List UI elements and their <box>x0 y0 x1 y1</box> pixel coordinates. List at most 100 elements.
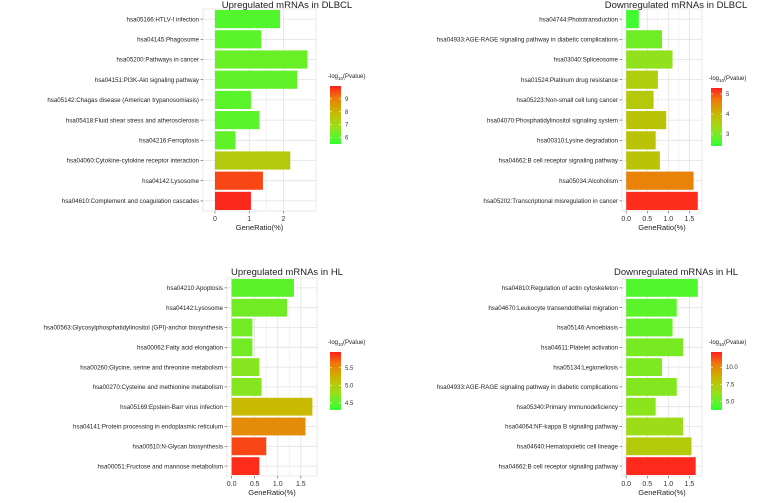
legend-title: -log10(Pvalue) <box>328 74 365 81</box>
category-label: hsa01524:Platinum drug resistance <box>521 77 619 84</box>
legend-tick-label: 9 <box>345 97 349 103</box>
bar <box>231 358 260 377</box>
color-legend: -log10(Pvalue) 4.5 5.0 5.5 <box>328 340 365 410</box>
category-label: hsa05146:Amoebiasis <box>557 325 618 332</box>
category-label: hsa04060:Cytokine-cytokine receptor inte… <box>67 158 200 165</box>
bar <box>214 10 281 29</box>
x-tick-label: 2 <box>282 216 286 223</box>
legend-title: -log10(Pvalue) <box>328 340 365 347</box>
category-label: hsa05340:Primary immunodeficiency <box>517 404 619 411</box>
legend-tick-label: 5.5 <box>345 366 354 372</box>
bar <box>231 437 267 456</box>
bar <box>214 90 251 109</box>
legend-tick-label: 4.5 <box>345 401 354 407</box>
legend-tick-label: 5.0 <box>345 383 354 389</box>
category-label: hsa04142:Lysosome <box>142 178 199 185</box>
bar <box>231 457 260 476</box>
category-label: hsa04670:Leukocyte transendothelial migr… <box>488 305 618 312</box>
category-label: hsa00051:Fructose and mannose metabolism <box>97 463 223 470</box>
bar <box>626 90 654 109</box>
x-tick-label: 1.0 <box>273 481 283 488</box>
category-label: hsa04933:AGE-RAGE signaling pathway in d… <box>437 37 618 44</box>
category-label: hsa05202:Transcriptional misregulation i… <box>483 198 618 205</box>
category-label: hsa00510:N-Glycan biosynthesis <box>133 444 223 451</box>
bar <box>214 171 263 190</box>
bar <box>231 417 306 436</box>
chart-title: Downregulated mRNAs in HL <box>614 267 738 278</box>
category-label: hsa04142:Lysosome <box>166 305 223 312</box>
category-label: hsa00260:Glycine, serine and threonine m… <box>80 364 223 371</box>
bar <box>214 151 291 170</box>
bar <box>214 191 251 210</box>
chart-panel-2: hsa04744:Phototransduction hsa04933:AGE-R… <box>437 0 748 232</box>
bar <box>626 151 660 170</box>
legend-tick-label: 5 <box>726 92 730 98</box>
bar <box>231 338 253 357</box>
category-label: hsa00062:Fatty acid elongation <box>137 345 224 352</box>
x-tick-label: 1 <box>247 216 251 223</box>
bar <box>626 191 698 210</box>
color-legend: -log10(Pvalue) 6 7 8 9 <box>328 74 365 144</box>
bar <box>626 358 662 377</box>
chart-title: Upregulated mRNAs in DLBCL <box>222 0 352 11</box>
category-label: hsa04145:Phagosome <box>137 37 199 44</box>
x-tick-label: 0.0 <box>621 216 631 223</box>
legend-title: -log10(Pvalue) <box>709 340 746 347</box>
category-label: hsa00270:Cysteine and methionine metabol… <box>93 384 223 391</box>
bar <box>214 50 308 69</box>
legend-tick-label: 4 <box>726 112 730 118</box>
chart-panel-1: hsa05166:HTLV-I infection hsa04145:Phagos… <box>47 0 365 232</box>
bar <box>626 457 696 476</box>
color-legend: -log10(Pvalue) 5.0 7.5 10.0 <box>709 340 746 410</box>
legend-tick-label: 8 <box>345 110 349 116</box>
category-label: hsa04210:Apoptosis <box>167 285 223 292</box>
bar <box>626 278 698 297</box>
chart-panel-3: hsa04210:Apoptosis hsa04142:Lysosome hsa00… <box>43 267 365 497</box>
chart-title: Downregulated mRNAs in DLBCL <box>605 0 748 11</box>
category-label: hsa04216:Ferroptosis <box>139 138 199 145</box>
bar <box>214 111 260 130</box>
x-tick-label: 1.0 <box>663 481 673 488</box>
category-label: hsa04151:PI3K-Akt signaling pathway <box>95 77 200 84</box>
legend-colorbar <box>711 352 722 410</box>
category-label: hsa05169:Epstein-Barr virus infection <box>120 404 223 411</box>
bar <box>626 50 673 69</box>
category-label: hsa04744:Phototransduction <box>539 16 618 23</box>
bar <box>626 10 639 29</box>
legend-tick-label: 3 <box>726 132 730 138</box>
legend-tick-label: 5.0 <box>726 400 735 406</box>
category-label: hsa05200:Pathways in cancer <box>116 57 199 64</box>
legend-title: -log10(Pvalue) <box>709 76 746 83</box>
legend-colorbar <box>330 352 341 410</box>
bar <box>231 377 262 396</box>
category-label: hsa05166:HTLV-I infection <box>127 16 200 23</box>
bar <box>626 318 673 337</box>
category-label: hsa05223:Non-small cell lung cancer <box>517 97 618 104</box>
x-tick-label: 0 <box>213 216 217 223</box>
bar <box>626 131 656 150</box>
bar <box>626 298 677 317</box>
bar <box>214 131 236 150</box>
x-axis-label: GeneRatio(%) <box>638 488 686 497</box>
category-label: hsa00563:Glycosylphosphatidylinositol (G… <box>43 325 223 332</box>
x-tick-label: 1.5 <box>296 481 306 488</box>
category-label: hsa04640:Hematopoietic cell lineage <box>517 444 619 451</box>
bar <box>626 70 658 89</box>
bar <box>626 397 656 416</box>
category-label: hsa04810:Regulation of actin cytoskeleto… <box>502 285 619 292</box>
category-label: hsa04662:B cell receptor signaling pathw… <box>499 463 619 470</box>
legend-tick-label: 7 <box>345 123 349 129</box>
x-tick-label: 1.5 <box>685 481 695 488</box>
x-axis-label: GeneRatio(%) <box>248 488 296 497</box>
chart-panel-4: hsa04810:Regulation of actin cytoskeleto… <box>437 267 747 497</box>
bar <box>626 30 662 49</box>
bar <box>231 278 294 297</box>
x-tick-label: 0.5 <box>250 481 260 488</box>
x-tick-label: 0.0 <box>621 481 631 488</box>
category-label: hsa04662:B cell receptor signaling pathw… <box>499 158 619 165</box>
x-tick-label: 0.0 <box>227 481 237 488</box>
x-tick-label: 1.5 <box>685 216 695 223</box>
bar <box>231 298 287 317</box>
category-label: hsa04141:Protein processing in endoplasm… <box>73 424 223 431</box>
